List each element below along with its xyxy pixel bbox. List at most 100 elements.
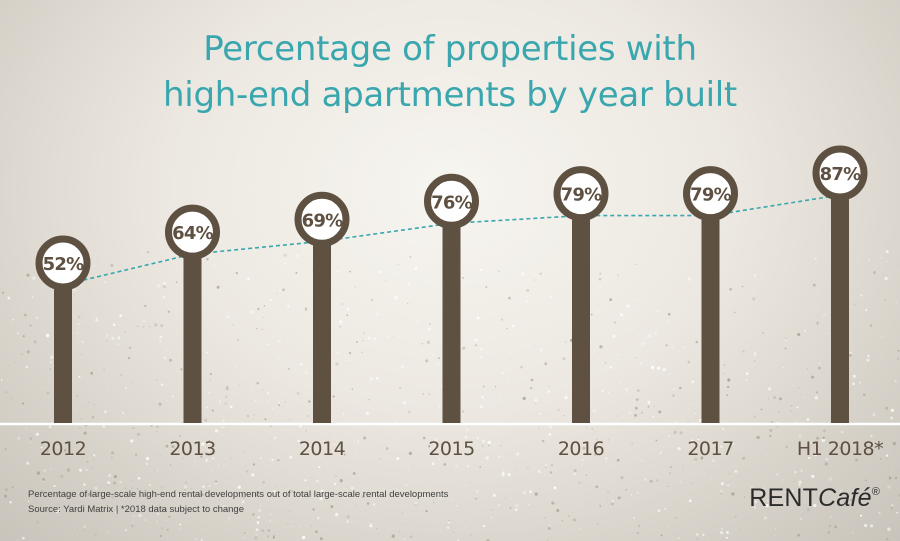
glitter-speck <box>647 334 652 338</box>
glitter-speck <box>533 279 535 281</box>
glitter-speck <box>438 357 440 359</box>
glitter-speck <box>612 334 616 338</box>
glitter-speck <box>793 385 795 387</box>
glitter-speck <box>21 402 25 405</box>
glitter-speck <box>409 535 413 538</box>
glitter-speck <box>201 538 203 541</box>
glitter-speck <box>95 529 97 531</box>
glitter-speck <box>866 358 870 362</box>
glitter-speck <box>413 293 416 296</box>
glitter-speck <box>482 385 485 388</box>
glitter-speck <box>267 392 270 395</box>
glitter-speck <box>872 413 876 417</box>
glitter-speck <box>161 527 163 529</box>
glitter-speck <box>232 323 235 326</box>
glitter-speck <box>762 331 765 334</box>
glitter-speck <box>515 503 519 508</box>
glitter-speck <box>864 523 868 528</box>
glitter-speck <box>29 441 31 443</box>
glitter-speck <box>111 451 114 455</box>
glitter-speck <box>403 460 404 462</box>
glitter-speck <box>32 276 36 280</box>
glitter-speck <box>798 489 800 491</box>
glitter-speck <box>446 526 450 529</box>
x-tick-label-2015: 2015 <box>428 438 474 460</box>
glitter-speck <box>409 255 412 259</box>
glitter-speck <box>797 533 801 537</box>
glitter-speck <box>581 458 584 461</box>
glitter-speck <box>14 362 17 364</box>
glitter-speck <box>639 361 643 365</box>
glitter-speck <box>754 273 757 276</box>
glitter-speck <box>818 366 821 370</box>
glitter-speck <box>875 442 878 444</box>
glitter-speck <box>852 374 856 378</box>
glitter-speck <box>881 442 884 445</box>
glitter-speck <box>85 468 88 472</box>
glitter-speck <box>103 280 107 284</box>
glitter-speck <box>205 414 208 416</box>
glitter-speck <box>506 327 508 330</box>
glitter-speck <box>535 343 537 345</box>
glitter-speck <box>111 495 115 499</box>
glitter-speck <box>269 298 273 302</box>
glitter-speck <box>688 499 692 503</box>
glitter-speck <box>163 282 166 285</box>
glitter-speck <box>42 481 44 483</box>
glitter-speck <box>179 523 182 526</box>
glitter-speck <box>130 534 132 536</box>
glitter-speck <box>672 387 676 391</box>
glitter-speck <box>739 529 741 531</box>
glitter-speck <box>804 329 806 332</box>
glitter-speck <box>827 531 831 534</box>
glitter-speck <box>526 295 529 298</box>
glitter-speck <box>476 316 480 320</box>
data-label-h1-2018-: 87% <box>820 164 861 185</box>
glitter-speck <box>843 499 847 503</box>
glitter-speck <box>144 518 147 522</box>
glitter-speck <box>622 513 624 515</box>
glitter-speck <box>214 481 218 485</box>
glitter-speck <box>119 314 123 318</box>
glitter-speck <box>470 448 472 450</box>
glitter-speck <box>119 480 122 484</box>
glitter-speck <box>465 427 469 431</box>
glitter-speck <box>765 503 769 508</box>
glitter-speck <box>641 412 643 414</box>
glitter-speck <box>372 503 376 506</box>
glitter-speck <box>312 508 315 511</box>
glitter-speck <box>381 332 383 334</box>
glitter-speck <box>179 528 181 530</box>
data-label-2016: 79% <box>561 185 602 206</box>
glitter-speck <box>564 341 567 343</box>
glitter-speck <box>295 254 299 258</box>
glitter-speck <box>669 466 673 469</box>
glitter-speck <box>107 484 109 486</box>
glitter-speck <box>501 372 505 375</box>
glitter-speck <box>428 327 431 331</box>
glitter-speck <box>635 263 638 266</box>
glitter-speck <box>384 279 386 281</box>
glitter-speck <box>616 458 620 462</box>
glitter-speck <box>886 261 888 263</box>
glitter-speck <box>386 335 388 338</box>
glitter-speck <box>93 265 95 267</box>
glitter-speck <box>107 387 109 389</box>
glitter-speck <box>511 338 513 340</box>
glitter-speck <box>212 457 215 460</box>
glitter-speck <box>210 469 213 471</box>
glitter-speck <box>144 304 147 308</box>
glitter-speck <box>756 435 760 440</box>
glitter-speck <box>94 486 98 490</box>
glitter-speck <box>277 403 281 407</box>
glitter-speck <box>527 503 531 506</box>
glitter-speck <box>80 283 83 286</box>
glitter-speck <box>346 307 350 311</box>
glitter-speck <box>194 460 196 463</box>
glitter-speck <box>626 304 630 308</box>
glitter-speck <box>344 496 346 498</box>
glitter-speck <box>829 433 831 435</box>
glitter-speck <box>553 486 557 490</box>
glitter-speck <box>897 358 899 360</box>
glitter-speck <box>9 501 12 504</box>
